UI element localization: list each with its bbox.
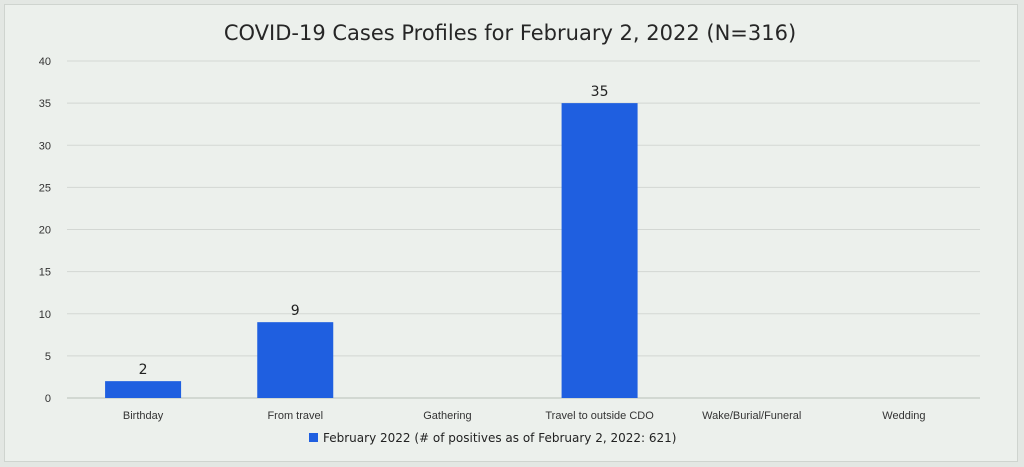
x-category-label: Wake/Burial/Funeral — [702, 410, 801, 422]
bar — [257, 322, 334, 398]
x-axis-categories: Birthday From travel Gathering Travel to ou… — [123, 410, 926, 422]
x-category-label: Wedding — [882, 410, 925, 422]
x-category-label: Birthday — [123, 410, 164, 422]
data-label: 9 — [291, 303, 300, 319]
y-tick-label: 20 — [39, 225, 51, 237]
y-tick-label: 25 — [39, 182, 51, 194]
x-category-label: From travel — [267, 410, 323, 422]
y-tick-label: 5 — [45, 351, 51, 363]
legend: February 2022 (# of positives as of Febr… — [309, 431, 676, 445]
bar — [105, 381, 182, 398]
x-category-label: Travel to outside CDO — [545, 410, 654, 422]
y-tick-label: 35 — [39, 98, 51, 110]
y-axis-ticks: 0 5 10 15 20 25 30 35 40 — [39, 56, 51, 405]
bar — [561, 103, 638, 398]
x-category-label: Gathering — [423, 410, 471, 422]
y-tick-label: 0 — [45, 393, 51, 405]
legend-swatch — [309, 433, 318, 442]
y-tick-label: 15 — [39, 267, 51, 279]
data-label: 2 — [139, 362, 148, 378]
bars — [105, 103, 638, 398]
grid-lines — [67, 60, 980, 357]
y-tick-label: 30 — [39, 140, 51, 152]
y-tick-label: 40 — [39, 56, 51, 68]
data-labels: 2 9 35 — [139, 84, 609, 378]
data-label: 35 — [591, 84, 609, 100]
legend-label: February 2022 (# of positives as of Febr… — [323, 431, 676, 445]
chart-title: COVID-19 Cases Profiles for February 2, … — [224, 21, 796, 45]
y-tick-label: 10 — [39, 309, 51, 321]
